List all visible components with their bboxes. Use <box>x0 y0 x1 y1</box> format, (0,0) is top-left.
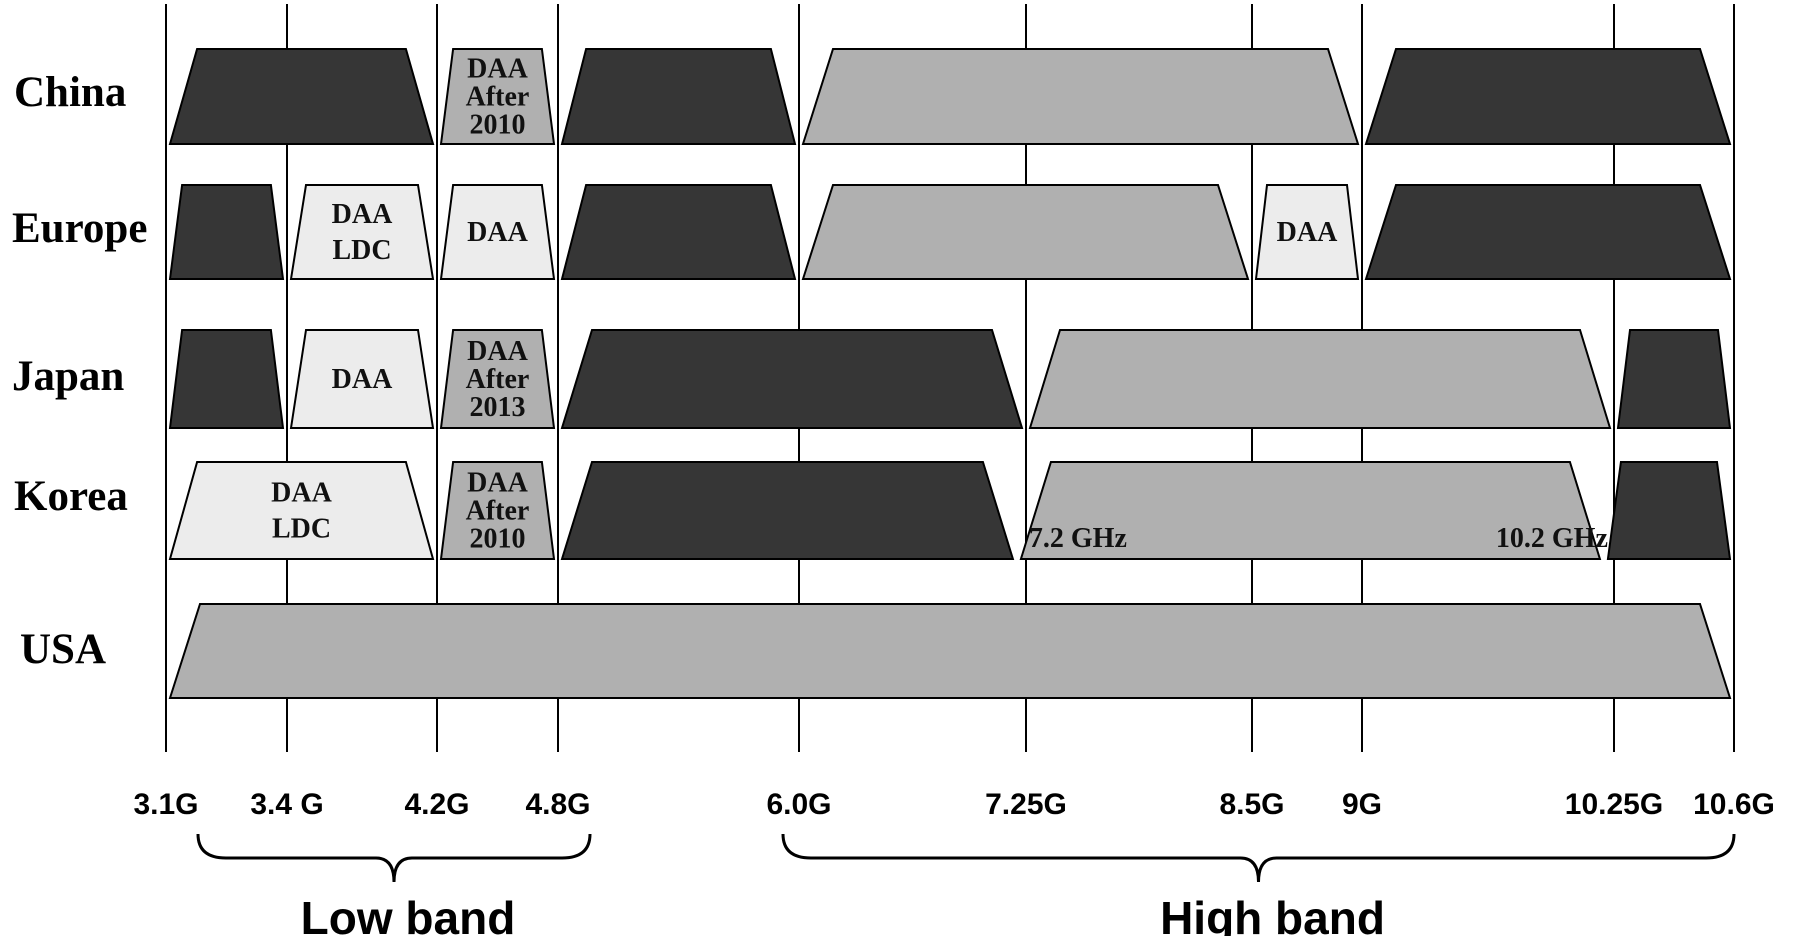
tick-label-10-6g: 10.6G <box>1693 788 1775 821</box>
band-label-europe-5-0: DAA <box>1277 217 1338 248</box>
band-label-japan-2-0: DAA <box>467 336 528 367</box>
band-china-0 <box>168 48 435 145</box>
band-japan-3 <box>560 329 1024 429</box>
band-edge-label-start: 7.2 GHz <box>1029 523 1127 554</box>
band-label-korea-1-0: DAA <box>467 468 528 499</box>
band-label-japan-2-1: After <box>466 364 530 395</box>
band-europe-1 <box>289 184 435 280</box>
band-japan-5 <box>1616 329 1732 429</box>
tick-label-3-1g: 3.1G <box>133 788 198 821</box>
tick-label-6-0g: 6.0G <box>766 788 831 821</box>
band-china-1 <box>439 48 556 145</box>
band-korea-1 <box>439 461 556 560</box>
tick-label-9g: 9G <box>1342 788 1382 821</box>
band-japan-0 <box>168 329 285 429</box>
band-china-2 <box>560 48 797 145</box>
band-label-china-1-1: After <box>466 82 530 113</box>
band-shapes <box>168 48 1732 699</box>
band-japan-2 <box>439 329 556 429</box>
band-korea-0 <box>168 461 435 560</box>
band-europe-5 <box>1254 184 1360 280</box>
group-label-high-band: High band <box>1160 892 1385 936</box>
band-korea-3 <box>1019 461 1602 560</box>
band-china-3 <box>801 48 1360 145</box>
group-label-low-band: Low band <box>301 892 516 936</box>
band-europe-3 <box>560 184 797 280</box>
band-japan-4 <box>1028 329 1612 429</box>
band-korea-4 <box>1606 461 1732 560</box>
band-europe-6 <box>1364 184 1732 280</box>
band-europe-0 <box>168 184 285 280</box>
band-label-japan-2-2: 2013 <box>470 392 526 423</box>
band-label-korea-0-0: DAA <box>271 478 332 509</box>
band-label-china-1-0: DAA <box>467 54 528 85</box>
band-label-korea-1-1: After <box>466 496 530 527</box>
tick-label-7-25g: 7.25G <box>985 788 1067 821</box>
brace-high-band <box>781 833 1736 883</box>
tick-label-3-4-g: 3.4 G <box>250 788 323 821</box>
band-label-europe-1-0: DAA <box>332 199 393 230</box>
region-label-korea: Korea <box>14 473 128 520</box>
region-label-usa: USA <box>20 626 106 673</box>
band-label-japan-1-0: DAA <box>332 364 393 395</box>
band-europe-2 <box>439 184 556 280</box>
band-label-korea-1-2: 2010 <box>470 524 526 555</box>
brace-low-band <box>196 833 592 883</box>
band-label-europe-2-0: DAA <box>467 217 528 248</box>
region-label-europe: Europe <box>12 205 147 252</box>
tick-label-4-2g: 4.2G <box>404 788 469 821</box>
band-china-4 <box>1364 48 1732 145</box>
frequency-axis: 3.1G 3.4 G 4.2G 4.8G 6.0G 7.25G 8.5G 9G 10.25G 10… <box>133 788 1774 936</box>
band-label-europe-1-1: LDC <box>332 235 391 266</box>
tick-label-10-25g: 10.25G <box>1565 788 1663 821</box>
region-label-china: China <box>14 69 126 116</box>
band-europe-4 <box>801 184 1250 280</box>
band-label-china-1-2: 2010 <box>470 110 526 141</box>
tick-label-8-5g: 8.5G <box>1219 788 1284 821</box>
band-label-korea-0-1: LDC <box>272 514 331 545</box>
band-edge-label-end: 10.2 GHz <box>1496 523 1608 554</box>
region-label-japan: Japan <box>12 353 124 400</box>
band-korea-2 <box>560 461 1015 560</box>
tick-label-4-8g: 4.8G <box>525 788 590 821</box>
band-japan-1 <box>289 329 435 429</box>
band-usa-0 <box>168 603 1732 699</box>
